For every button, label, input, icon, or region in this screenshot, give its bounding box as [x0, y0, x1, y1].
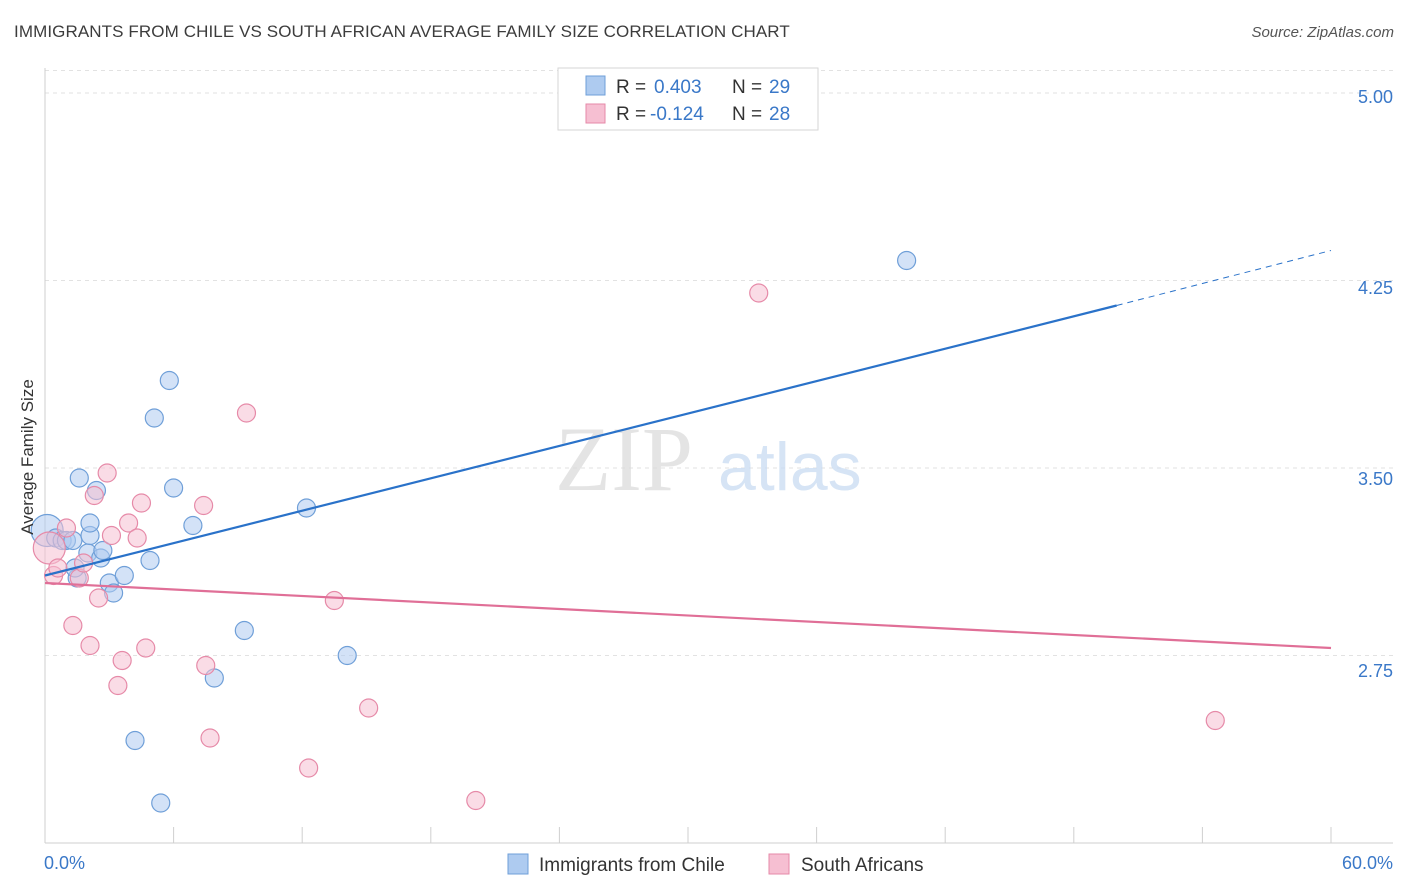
point-pink-16	[131, 493, 152, 513]
legend-n-label-blue: N =	[732, 77, 762, 98]
point-pink-8	[84, 485, 104, 506]
point-pink-9	[88, 588, 109, 608]
series-legend-swatch-pink	[768, 853, 790, 875]
point-pink-19	[196, 655, 216, 676]
series-legend-label-blue: Immigrants from Chile	[539, 855, 725, 876]
point-pink-13	[112, 650, 132, 671]
point-blue-7	[69, 468, 89, 488]
legend-r-label-blue: R =	[616, 77, 646, 98]
gridlines	[45, 70, 1393, 656]
point-blue-22	[164, 478, 184, 498]
point-pink-17	[136, 638, 156, 658]
y-axis-label: Average Family Size	[18, 379, 37, 535]
point-blue-21	[159, 370, 179, 391]
point-blue-13	[93, 540, 113, 561]
legend-r-label-pink: R =	[616, 104, 646, 125]
point-blue-27	[337, 645, 357, 666]
point-pink-4	[63, 615, 83, 636]
legend-swatch-pink	[585, 103, 606, 124]
point-pink-23	[324, 590, 344, 611]
series-legend-label-pink: South Africans	[801, 855, 924, 876]
point-pink-14	[118, 513, 139, 533]
point-blue-19	[144, 408, 164, 428]
y-tick-label-2.75: 2.75	[1358, 661, 1393, 681]
legend-n-label-pink: N =	[732, 104, 762, 125]
point-blue-10	[80, 513, 100, 533]
point-pink-10	[97, 463, 117, 483]
point-blue-17	[125, 730, 145, 751]
watermark-atlas: atlas	[718, 429, 862, 505]
legend-r-value-blue: 0.403	[654, 77, 702, 98]
point-pink-11	[101, 525, 122, 546]
point-blue-20	[151, 793, 171, 813]
series-legend: Immigrants from Chile South Africans	[507, 853, 924, 876]
point-pink-26	[749, 283, 769, 303]
chart-title: IMMIGRANTS FROM CHILE VS SOUTH AFRICAN A…	[14, 22, 790, 41]
point-blue-28	[897, 250, 917, 271]
point-blue-23	[183, 515, 203, 536]
point-pink-15	[127, 528, 147, 548]
stats-legend: R = 0.403 N = 29 R = -0.124 N = 28	[557, 67, 819, 131]
point-pink-24	[359, 698, 379, 718]
watermark-zip: ZIP	[555, 408, 693, 510]
point-pink-6	[73, 553, 94, 573]
legend-n-value-blue: 29	[769, 77, 790, 98]
trend-lines	[44, 250, 1332, 650]
trend-line-extension-blue	[1116, 250, 1332, 306]
source-label: Source: ZipAtlas.com	[1251, 24, 1394, 41]
point-blue-18	[140, 550, 160, 571]
x-tick-label-min: 0.0%	[44, 853, 85, 873]
point-pink-18	[194, 495, 214, 516]
point-pink-22	[299, 758, 319, 778]
y-tick-label-5.00: 5.00	[1358, 87, 1393, 107]
trend-line-blue	[44, 304, 1117, 577]
legend-n-value-pink: 28	[769, 104, 790, 125]
legend-r-value-pink: -0.124	[650, 104, 704, 125]
point-pink-12	[108, 675, 128, 696]
point-blue-16	[114, 565, 134, 586]
point-pink-21	[236, 403, 257, 423]
trend-line-pink	[44, 581, 1332, 650]
point-pink-7	[80, 635, 100, 656]
axes	[44, 68, 1393, 844]
legend-swatch-blue	[585, 75, 606, 96]
point-blue-25	[234, 620, 254, 641]
point-pink-27	[1205, 710, 1225, 731]
y-tick-label-3.50: 3.50	[1358, 469, 1393, 489]
x-tick-label-max: 60.0%	[1342, 853, 1393, 873]
point-pink-3	[56, 518, 77, 538]
data-points	[30, 250, 1225, 813]
point-pink-20	[200, 728, 220, 748]
series-legend-swatch-blue	[507, 853, 529, 875]
y-tick-label-4.25: 4.25	[1358, 278, 1393, 298]
point-pink-25	[466, 790, 486, 811]
